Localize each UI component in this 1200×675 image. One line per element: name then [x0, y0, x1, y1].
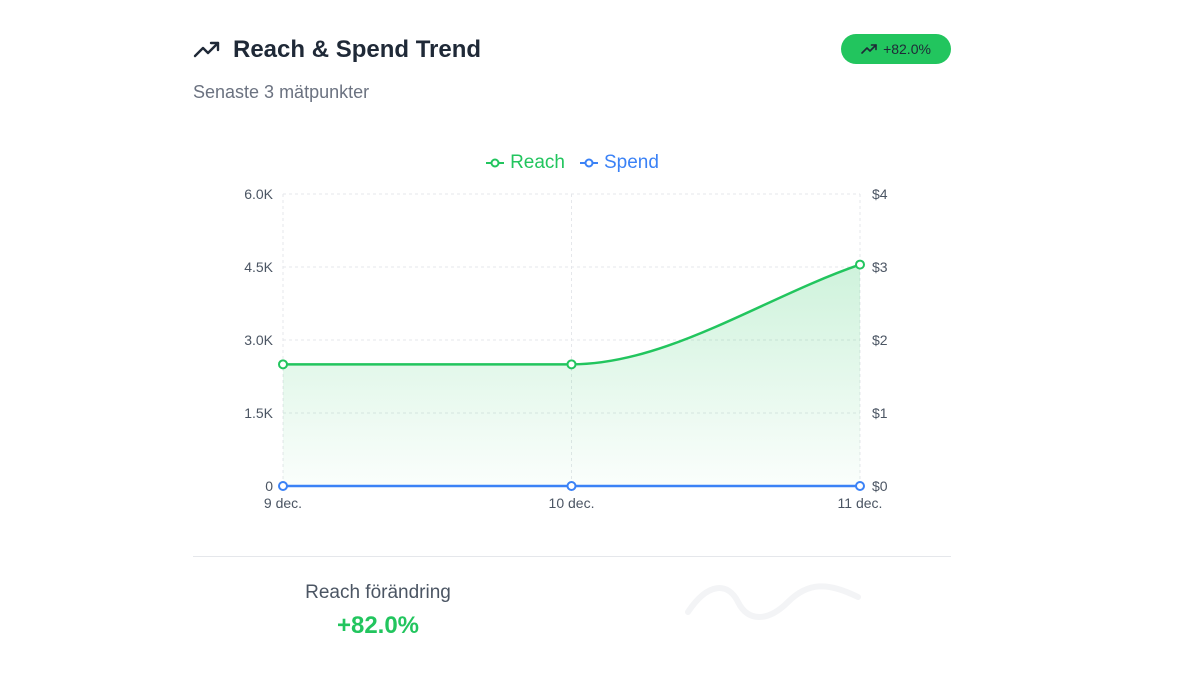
line-chart: 0 1.5K 3.0K 4.5K 6.0K $0 $1 $2 $3 $4 9 dec. 10 dec.… [244, 186, 888, 511]
legend-item-reach[interactable]: Reach [485, 152, 565, 174]
y-left-tick-label: 0 [265, 478, 273, 494]
reach-point [278, 359, 288, 370]
chart-legend: Reach Spend [193, 150, 951, 176]
y-right-tick-label: $0 [872, 478, 888, 494]
spend-point [566, 481, 577, 491]
x-tick-label: 9 dec. [264, 495, 302, 511]
divider [193, 556, 951, 557]
y-right-tick-label: $1 [872, 405, 888, 421]
y-left-tick-label: 4.5K [244, 259, 273, 275]
y-left-tick-label: 6.0K [244, 186, 273, 202]
y-left-tick-label: 1.5K [244, 405, 273, 421]
legend-label-spend: Spend [603, 152, 659, 173]
badge-text: +82.0% [883, 41, 931, 57]
trend-card: Reach & Spend Trend +82.0% Senaste 3 mät… [193, 0, 951, 675]
legend-item-spend[interactable]: Spend [579, 152, 659, 174]
reach-change-stat: Reach förändring +82.0% [253, 582, 503, 640]
y-right-tick-label: $2 [872, 332, 888, 348]
x-tick-label: 10 dec. [549, 495, 595, 511]
spend-point [278, 481, 288, 491]
change-badge: +82.0% [841, 34, 951, 64]
reach-area [283, 264, 860, 486]
y-right-tick-label: $3 [872, 259, 888, 275]
reach-point [566, 359, 577, 370]
chart-subtitle: Senaste 3 mätpunkter [193, 82, 370, 102]
legend-marker-reach [486, 158, 505, 168]
stat-value: +82.0% [336, 612, 420, 639]
y-left-tick-label: 3.0K [244, 332, 273, 348]
card-header: Reach & Spend Trend +82.0% [193, 28, 951, 72]
y-right-tick-label: $4 [872, 186, 888, 202]
legend-label-reach: Reach [510, 152, 565, 173]
chart-title: Reach & Spend Trend [233, 36, 482, 63]
trending-up-icon [861, 44, 877, 54]
faded-decoration [685, 583, 861, 620]
reach-point [855, 259, 865, 270]
trending-up-icon [193, 41, 220, 58]
legend-marker-spend [579, 158, 598, 168]
spend-point [855, 481, 865, 491]
stat-label: Reach förändring [305, 582, 451, 603]
x-tick-label: 11 dec. [838, 495, 883, 511]
